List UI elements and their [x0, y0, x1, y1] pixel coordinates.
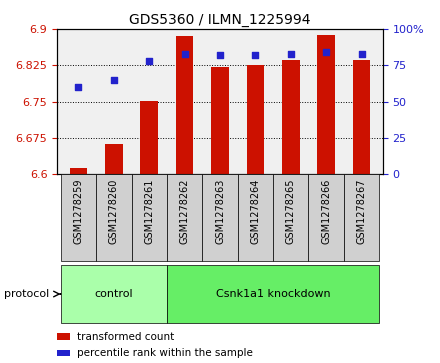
- Point: [110, 77, 117, 83]
- Bar: [211, 67, 229, 174]
- Bar: [317, 35, 335, 174]
- Text: GSM1278260: GSM1278260: [109, 179, 119, 244]
- FancyBboxPatch shape: [61, 265, 167, 323]
- Point: [358, 51, 365, 57]
- Text: Csnk1a1 knockdown: Csnk1a1 knockdown: [216, 289, 330, 299]
- Text: GSM1278259: GSM1278259: [73, 179, 84, 244]
- Bar: [105, 144, 123, 174]
- FancyBboxPatch shape: [61, 174, 96, 261]
- Bar: [57, 333, 70, 340]
- Bar: [246, 65, 264, 174]
- Point: [146, 58, 153, 64]
- Point: [216, 52, 224, 58]
- Text: GSM1278266: GSM1278266: [321, 179, 331, 244]
- FancyBboxPatch shape: [238, 174, 273, 261]
- FancyBboxPatch shape: [167, 265, 379, 323]
- Text: GSM1278267: GSM1278267: [356, 179, 367, 244]
- FancyBboxPatch shape: [202, 174, 238, 261]
- Text: percentile rank within the sample: percentile rank within the sample: [77, 348, 253, 358]
- Text: transformed count: transformed count: [77, 331, 174, 342]
- Text: control: control: [95, 289, 133, 299]
- Text: GSM1278264: GSM1278264: [250, 179, 260, 244]
- Bar: [282, 60, 300, 174]
- FancyBboxPatch shape: [344, 174, 379, 261]
- Bar: [57, 350, 70, 356]
- Title: GDS5360 / ILMN_1225994: GDS5360 / ILMN_1225994: [129, 13, 311, 26]
- FancyBboxPatch shape: [273, 174, 308, 261]
- FancyBboxPatch shape: [308, 174, 344, 261]
- Bar: [70, 168, 87, 174]
- Point: [252, 52, 259, 58]
- Bar: [353, 60, 370, 174]
- FancyBboxPatch shape: [132, 174, 167, 261]
- Text: GSM1278263: GSM1278263: [215, 179, 225, 244]
- Point: [181, 51, 188, 57]
- Text: GSM1278265: GSM1278265: [286, 179, 296, 244]
- Text: GSM1278262: GSM1278262: [180, 179, 190, 244]
- Text: GSM1278261: GSM1278261: [144, 179, 154, 244]
- Point: [323, 49, 330, 55]
- Point: [75, 84, 82, 90]
- Bar: [140, 101, 158, 174]
- FancyBboxPatch shape: [167, 174, 202, 261]
- Bar: [176, 36, 194, 174]
- Text: protocol: protocol: [4, 289, 50, 299]
- Point: [287, 51, 294, 57]
- FancyBboxPatch shape: [96, 174, 132, 261]
